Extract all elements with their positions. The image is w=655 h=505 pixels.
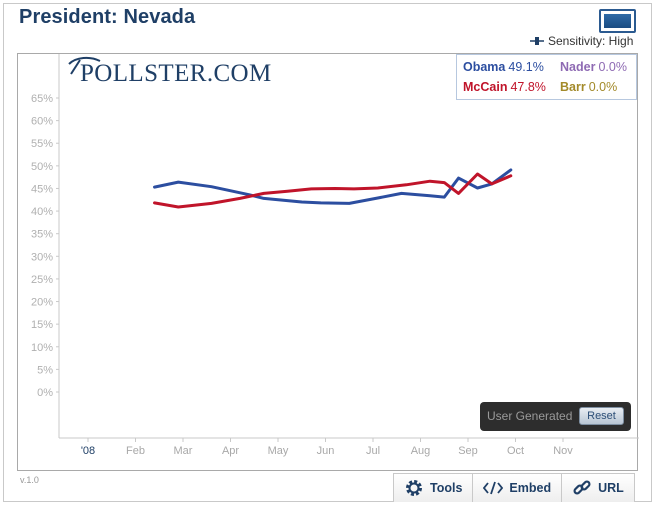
y-tick-label: 15% xyxy=(31,319,53,331)
legend-item-barr: Barr 0.0% xyxy=(560,80,617,94)
user-generated-bar: User Generated Reset xyxy=(480,402,631,431)
x-tick-label: Aug xyxy=(411,445,431,457)
fullscreen-icon xyxy=(604,14,631,28)
y-tick-label: 5% xyxy=(37,364,53,376)
legend-name: Barr xyxy=(560,80,586,94)
line-chart: POLLSTER.COM 0% 5% 10% 15% 20% 25% 30% 35% 40% 45… xyxy=(31,54,639,457)
tools-label: Tools xyxy=(430,481,463,495)
legend-value: 49.1% xyxy=(508,60,544,74)
embed-label: Embed xyxy=(509,481,552,495)
x-tick-label: Jul xyxy=(366,445,380,457)
legend-name: Obama xyxy=(463,60,506,74)
x-tick-label: Feb xyxy=(126,445,145,457)
fullscreen-button[interactable] xyxy=(599,9,636,33)
y-tick-label: 60% xyxy=(31,116,53,128)
x-tick-label: Sep xyxy=(458,445,478,457)
series-layer xyxy=(153,168,513,209)
tools-button[interactable]: Tools xyxy=(394,473,474,502)
legend-item-obama: Obama 49.1% xyxy=(463,60,544,74)
legend-value: 47.8% xyxy=(510,80,546,94)
series-line-obama xyxy=(153,168,513,205)
legend-name: McCain xyxy=(463,80,508,94)
x-tick-label: Jun xyxy=(317,445,335,457)
version-label: v.1.0 xyxy=(20,475,39,485)
url-button[interactable]: URL xyxy=(562,473,635,502)
legend-value: 0.0% xyxy=(588,80,618,94)
x-tick-label: Oct xyxy=(507,445,524,457)
x-tick-label: Apr xyxy=(222,445,239,457)
embed-button[interactable]: Embed xyxy=(473,473,563,502)
user-generated-label: User Generated xyxy=(487,409,573,423)
link-icon xyxy=(573,480,591,495)
y-tick-label: 40% xyxy=(31,206,53,218)
gear-icon xyxy=(406,480,422,496)
x-tick-label: May xyxy=(268,445,289,457)
x-axis: '08 Feb Mar Apr May Jun Jul Aug Sep Oct Nov xyxy=(59,437,639,457)
legend-name: Nader xyxy=(560,60,596,74)
y-tick-label: 65% xyxy=(31,93,53,105)
legend-item-mccain: McCain 47.8% xyxy=(463,80,546,94)
sensitivity-label: Sensitivity: High xyxy=(548,34,634,48)
logo-text: POLLSTER.COM xyxy=(80,60,272,87)
reset-button[interactable]: Reset xyxy=(579,407,624,425)
x-tick-label: Mar xyxy=(174,445,193,457)
x-tick-label: '08 xyxy=(81,445,95,457)
sensitivity-control[interactable]: Sensitivity: High xyxy=(530,34,633,48)
x-tick-label: Nov xyxy=(553,445,573,457)
y-tick-label: 10% xyxy=(31,342,53,354)
pollster-logo: POLLSTER.COM xyxy=(68,56,272,87)
legend: Obama 49.1% Nader 0.0% McCain 47.8% Barr 0.0… xyxy=(456,54,637,100)
y-tick-label: 45% xyxy=(31,183,53,195)
legend-item-nader: Nader 0.0% xyxy=(560,60,627,74)
y-axis: 0% 5% 10% 15% 20% 25% 30% 35% 40% 45% 50% 55% 60% 65% xyxy=(31,54,60,438)
y-tick-label: 35% xyxy=(31,229,53,241)
y-tick-label: 25% xyxy=(31,274,53,286)
slider-icon xyxy=(530,37,544,45)
code-icon xyxy=(483,481,504,495)
bottom-toolbar: Tools Embed URL xyxy=(393,473,635,502)
legend-value: 0.0% xyxy=(598,60,627,74)
plot-area: POLLSTER.COM 0% 5% 10% 15% 20% 25% 30% 35% 40% 45… xyxy=(17,53,639,471)
y-tick-label: 55% xyxy=(31,138,53,150)
url-label: URL xyxy=(598,481,624,495)
series-line-mccain xyxy=(153,172,513,209)
y-tick-label: 0% xyxy=(37,387,53,399)
y-tick-label: 20% xyxy=(31,297,53,309)
y-tick-label: 50% xyxy=(31,161,53,173)
y-tick-label: 30% xyxy=(31,251,53,263)
page-title: President: Nevada xyxy=(19,6,196,28)
